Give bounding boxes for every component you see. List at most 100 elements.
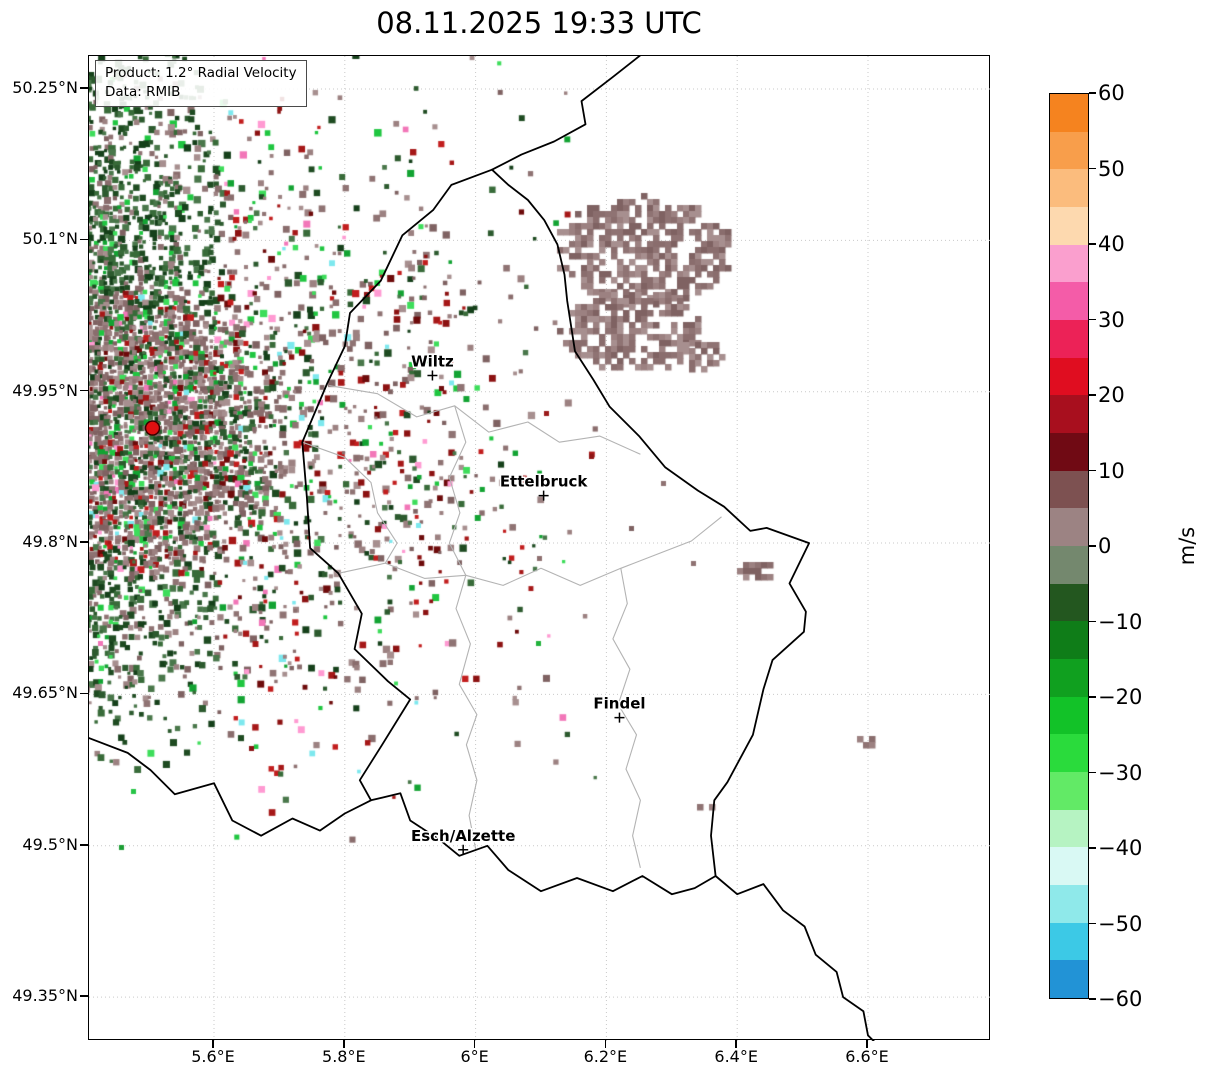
colorbar <box>1049 93 1089 999</box>
y-axis-tick <box>80 389 88 392</box>
colorbar-tick-label: −50 <box>1098 911 1143 936</box>
district-border <box>302 441 398 564</box>
colorbar-tick <box>1089 318 1096 321</box>
colorbar-segment <box>1050 922 1088 961</box>
product-label: Product: 1.2° Radial Velocity <box>105 65 297 81</box>
colorbar-segment <box>1050 244 1088 283</box>
colorbar-tick-label: 10 <box>1098 458 1125 483</box>
colorbar-tick <box>1089 922 1096 925</box>
x-axis-tick <box>866 1040 868 1048</box>
city-label: Esch/Alzette <box>411 827 515 845</box>
colorbar-segment <box>1050 357 1088 396</box>
y-axis-tick <box>80 541 88 543</box>
colorbar-segment <box>1050 282 1088 320</box>
x-axis-tick <box>473 1040 476 1048</box>
colorbar-segment <box>1050 470 1088 509</box>
y-axis-tick <box>80 692 88 695</box>
city-marker-esch-alzette: Esch/Alzette <box>409 825 517 855</box>
x-axis-tick-label: 6.4°E <box>714 1047 758 1066</box>
colorbar-segment <box>1050 169 1088 207</box>
city-label: Findel <box>593 695 645 713</box>
y-axis-tick-label: 49.8°N <box>22 532 78 552</box>
city-label: Wiltz <box>411 353 454 371</box>
colorbar-tick-label: 50 <box>1098 156 1125 181</box>
colorbar-tick <box>1089 847 1096 849</box>
product-info-box: Product: 1.2° Radial Velocity Data: RMIB <box>95 60 307 108</box>
x-axis-tick-label: 6.2°E <box>583 1047 628 1066</box>
y-axis-tick-label: 49.35°N <box>12 986 78 1006</box>
y-axis-tick-label: 50.25°N <box>12 78 78 97</box>
y-axis-tick-label: 49.65°N <box>12 683 78 703</box>
map-plot-area: Wiltz Ettelbruck Findel Esch/Alzette Produc… <box>88 55 991 1041</box>
district-border <box>448 405 478 849</box>
colorbar-segment <box>1050 659 1088 697</box>
y-axis-tick <box>80 238 88 241</box>
colorbar-tick <box>1089 620 1096 623</box>
country-border <box>89 737 372 837</box>
colorbar-segment <box>1050 847 1088 885</box>
colorbar-segment <box>1050 320 1088 358</box>
colorbar-tick-label: 20 <box>1098 383 1125 407</box>
colorbar-segment <box>1050 772 1088 810</box>
colorbar-segment <box>1050 809 1088 848</box>
city-plus-icon <box>427 370 438 381</box>
colorbar-tick-label: −30 <box>1098 760 1143 785</box>
x-axis-tick <box>604 1040 607 1048</box>
country-border <box>714 875 875 1041</box>
city-plus-icon <box>614 712 625 723</box>
data-source-label: Data: RMIB <box>105 84 181 101</box>
colorbar-segment <box>1050 696 1088 735</box>
colorbar-segment <box>1050 131 1088 170</box>
radar-echo-layer <box>89 56 991 1041</box>
city-plus-icon <box>458 844 469 855</box>
city-marker-wiltz: Wiltz <box>410 351 456 381</box>
colorbar-tick <box>1089 469 1096 472</box>
colorbar-segment <box>1050 734 1088 772</box>
colorbar-tick-label: 60 <box>1098 81 1125 105</box>
colorbar-segment <box>1050 621 1088 659</box>
y-axis-tick <box>80 87 88 89</box>
colorbar-tick <box>1089 167 1096 170</box>
colorbar-segment <box>1050 508 1088 546</box>
city-marker-findel: Findel <box>592 693 647 723</box>
city-plus-icon <box>538 490 549 501</box>
x-axis-tick-label: 5.6°E <box>191 1047 235 1066</box>
country-border <box>491 56 641 171</box>
city-label: Ettelbruck <box>500 473 589 491</box>
colorbar-tick-label: −20 <box>1098 685 1143 709</box>
colorbar-tick <box>1089 545 1096 547</box>
colorbar-segment <box>1050 433 1088 471</box>
colorbar-tick-label: 30 <box>1098 307 1125 332</box>
map-borders-layer: Wiltz Ettelbruck Findel Esch/Alzette <box>89 56 875 1041</box>
x-axis-tick-label: 6°E <box>460 1047 489 1066</box>
country-border <box>301 168 810 896</box>
colorbar-segment <box>1050 885 1088 923</box>
colorbar-tick <box>1089 243 1096 245</box>
x-axis-tick-label: 5.8°E <box>322 1047 366 1066</box>
colorbar-tick-label: −60 <box>1098 987 1143 1011</box>
colorbar-tick-label: 40 <box>1098 232 1125 256</box>
y-axis-tick-label: 49.95°N <box>12 380 78 400</box>
x-axis-tick <box>212 1040 214 1048</box>
x-axis-tick <box>343 1040 345 1048</box>
colorbar-tick-label: 0 <box>1098 534 1112 558</box>
y-axis-tick <box>80 844 88 846</box>
y-axis-tick-label: 50.1°N <box>22 229 78 249</box>
colorbar-unit-label: m/s <box>1175 526 1199 566</box>
colorbar-segment <box>1050 207 1088 245</box>
colorbar-tick-label: −10 <box>1098 609 1143 634</box>
colorbar-tick <box>1089 394 1096 396</box>
colorbar-segment <box>1050 583 1088 622</box>
colorbar-segment <box>1050 395 1088 433</box>
colorbar-tick <box>1089 998 1096 1000</box>
colorbar-segment <box>1050 546 1088 584</box>
x-axis-tick <box>735 1040 737 1048</box>
colorbar-tick <box>1089 696 1096 698</box>
colorbar-segment <box>1050 960 1088 998</box>
district-border <box>338 516 722 586</box>
colorbar-segment <box>1050 94 1088 132</box>
plot-title: 08.11.2025 19:33 UTC <box>376 6 702 40</box>
x-axis-tick-label: 6.6°E <box>845 1047 889 1066</box>
colorbar-tick-label: −40 <box>1098 836 1143 860</box>
